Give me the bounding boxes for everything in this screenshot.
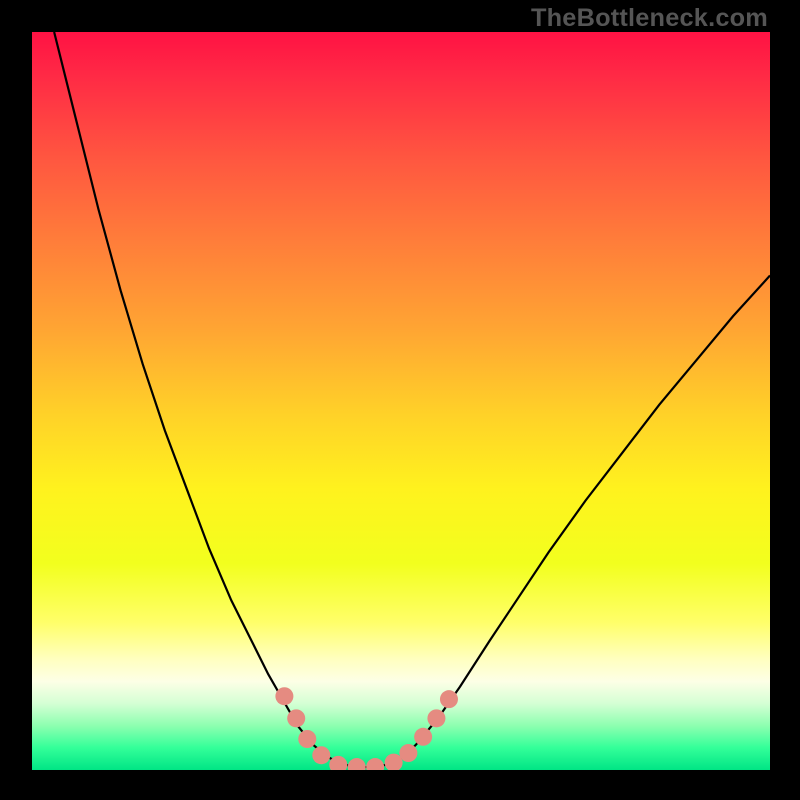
valley-marker (414, 728, 432, 746)
watermark-text: TheBottleneck.com (531, 4, 768, 33)
curve-left (54, 32, 401, 767)
valley-marker (427, 709, 445, 727)
valley-marker (298, 730, 316, 748)
valley-marker (399, 744, 417, 762)
curve-right (386, 276, 770, 765)
valley-marker (287, 709, 305, 727)
valley-marker (312, 746, 330, 764)
curve-layer (32, 32, 770, 770)
valley-marker (275, 687, 293, 705)
plot-area (32, 32, 770, 770)
valley-marker (440, 690, 458, 708)
valley-marker (366, 758, 384, 770)
chart-frame: TheBottleneck.com (0, 0, 800, 800)
valley-marker (348, 758, 366, 770)
